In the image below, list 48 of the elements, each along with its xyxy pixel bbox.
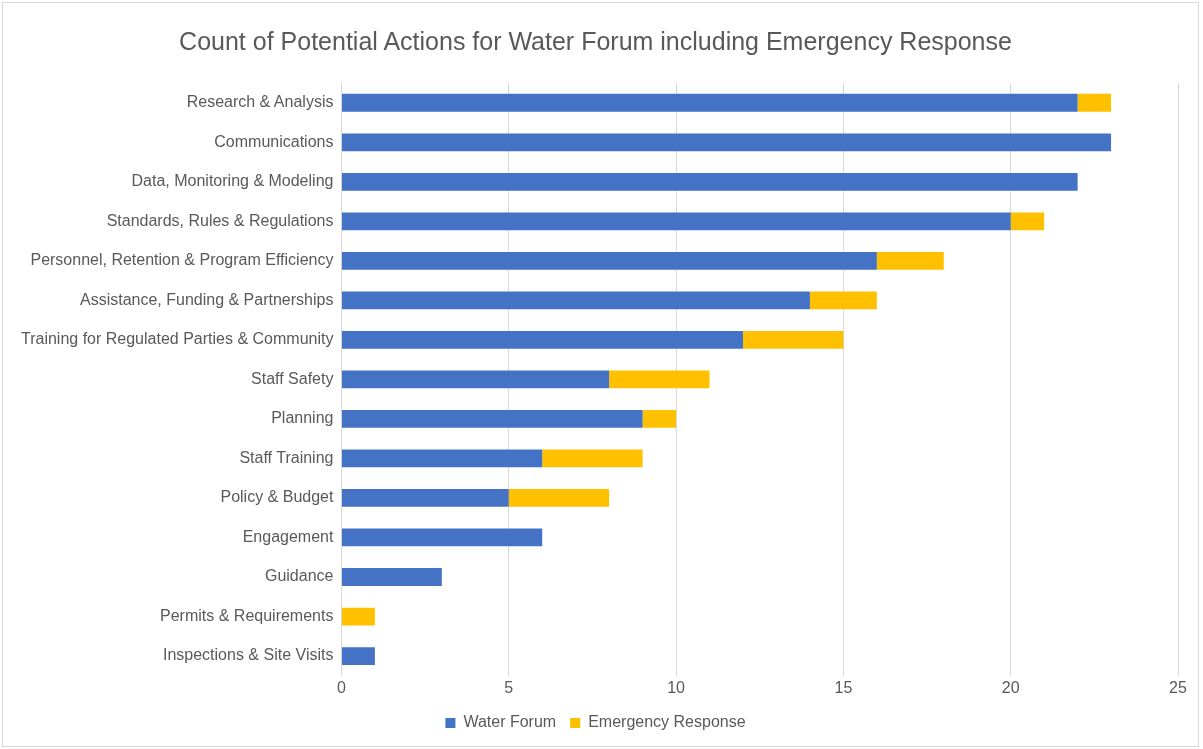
bar (742, 330, 844, 349)
bar (542, 449, 643, 468)
bar (809, 291, 877, 310)
bar (1010, 212, 1045, 231)
bar (341, 133, 1112, 152)
bar (341, 370, 610, 389)
bar (341, 172, 1078, 191)
y-tick-label: Engagement (242, 527, 334, 545)
x-tick-label: 5 (504, 678, 514, 696)
y-tick-label: Data, Monitoring & Modeling (131, 172, 334, 190)
y-tick-label: Staff Training (239, 448, 334, 466)
chart-title: Count of Potential Actions for Water Forum including Emergency Response (179, 26, 1012, 55)
bar (508, 489, 610, 507)
bar (341, 647, 375, 665)
bar (341, 212, 1011, 231)
bar (1077, 93, 1112, 112)
y-tick-label: Permits & Requirements (160, 606, 334, 624)
bar (341, 489, 509, 507)
x-tick-label: 20 (1001, 678, 1020, 696)
bar (642, 410, 677, 428)
x-tick-label: 0 (336, 678, 346, 696)
y-tick-label: Research & Analysis (186, 93, 334, 111)
x-tick-label: 25 (1169, 678, 1187, 696)
legend-label: Emergency Response (588, 713, 746, 731)
y-tick-label: Policy & Budget (220, 488, 334, 506)
bar (341, 251, 877, 270)
y-tick-label: Standards, Rules & Regulations (106, 211, 334, 229)
y-tick-label: Communications (214, 132, 334, 150)
y-tick-label: Assistance, Funding & Partnerships (79, 290, 334, 308)
x-tick-label: 10 (667, 678, 686, 696)
y-tick-label: Training for Regulated Parties & Community (20, 330, 334, 348)
bar (609, 370, 710, 389)
bar (341, 607, 375, 626)
y-tick-label: Staff Safety (251, 369, 334, 387)
bar (341, 528, 543, 547)
bar (341, 93, 1078, 112)
bar (341, 330, 743, 349)
legend-label: Water Forum (463, 713, 557, 731)
y-tick-label: Inspections & Site Visits (162, 646, 334, 664)
bar (341, 291, 810, 310)
bar (876, 251, 944, 270)
y-tick-label: Personnel, Retention & Program Efficiency (30, 251, 334, 269)
bar (341, 568, 442, 586)
y-tick-label: Guidance (264, 567, 334, 585)
y-tick-label: Planning (271, 409, 334, 427)
bar (341, 449, 543, 468)
x-tick-label: 15 (834, 678, 853, 696)
bar (341, 410, 643, 428)
